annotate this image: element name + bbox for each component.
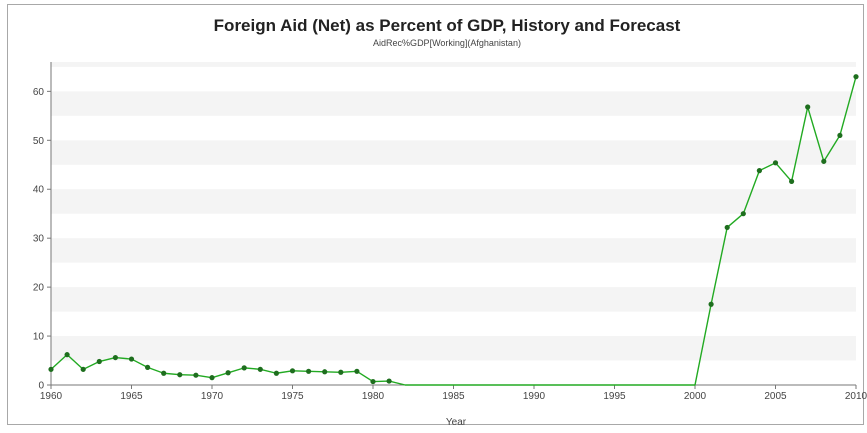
data-point xyxy=(161,370,167,376)
data-point xyxy=(306,368,312,374)
data-point xyxy=(756,168,763,174)
x-axis-title: Year xyxy=(446,417,467,428)
grid-band xyxy=(51,62,856,67)
data-point xyxy=(386,378,392,384)
y-tick-label: 30 xyxy=(33,234,45,245)
data-point xyxy=(193,372,199,378)
y-tick-label: 10 xyxy=(33,332,45,343)
data-point xyxy=(853,74,859,80)
data-point xyxy=(80,366,86,372)
data-point xyxy=(112,354,118,361)
x-tick-label: 1985 xyxy=(442,391,465,402)
y-tick-label: 0 xyxy=(38,381,44,392)
x-tick-label: 2000 xyxy=(684,391,707,402)
data-point xyxy=(821,158,827,164)
data-point xyxy=(273,370,279,376)
x-tick-label: 1980 xyxy=(362,391,385,402)
data-point xyxy=(772,160,779,166)
y-tick-label: 50 xyxy=(33,136,45,147)
data-point xyxy=(209,375,215,381)
y-axis: 0 10 20 30 40 50 60 xyxy=(33,62,52,392)
data-point xyxy=(128,356,135,362)
data-point xyxy=(96,358,102,365)
data-point xyxy=(789,178,795,185)
series-line xyxy=(50,76,857,386)
y-tick-label: 60 xyxy=(33,87,45,98)
y-tick-label: 40 xyxy=(33,185,45,196)
data-point xyxy=(257,366,263,372)
data-point xyxy=(805,104,811,110)
data-point xyxy=(740,211,746,217)
data-point xyxy=(177,372,183,378)
data-point xyxy=(354,368,360,374)
grid-band xyxy=(51,189,856,214)
x-tick-label: 1990 xyxy=(523,391,546,402)
grid-band xyxy=(51,287,856,312)
grid-band xyxy=(51,238,856,263)
x-tick-label: 1965 xyxy=(120,391,143,402)
x-tick-label: 1975 xyxy=(281,391,304,402)
data-point xyxy=(48,366,54,372)
data-point xyxy=(724,224,730,231)
x-tick-label: 1960 xyxy=(40,391,63,402)
data-point xyxy=(64,352,70,358)
chart-subtitle: AidRec%GDP[Working](Afghanistan) xyxy=(373,38,521,48)
grid-band xyxy=(51,336,856,361)
y-tick-label: 20 xyxy=(33,283,45,294)
x-tick-label: 2010 xyxy=(845,391,867,402)
data-point xyxy=(241,365,247,371)
data-point xyxy=(708,301,714,307)
chart-title: Foreign Aid (Net) as Percent of GDP, His… xyxy=(214,16,681,35)
grid-band xyxy=(51,91,856,116)
data-point xyxy=(289,368,296,374)
data-point xyxy=(338,369,344,375)
x-tick-label: 2005 xyxy=(764,391,787,402)
x-tick-label: 1970 xyxy=(201,391,224,402)
data-point xyxy=(145,364,151,370)
data-point xyxy=(322,369,328,375)
data-point xyxy=(225,370,231,376)
series-layer xyxy=(48,74,859,386)
data-point xyxy=(370,378,376,385)
data-point xyxy=(837,132,843,139)
x-tick-label: 1995 xyxy=(603,391,626,402)
grid-band xyxy=(51,140,856,165)
